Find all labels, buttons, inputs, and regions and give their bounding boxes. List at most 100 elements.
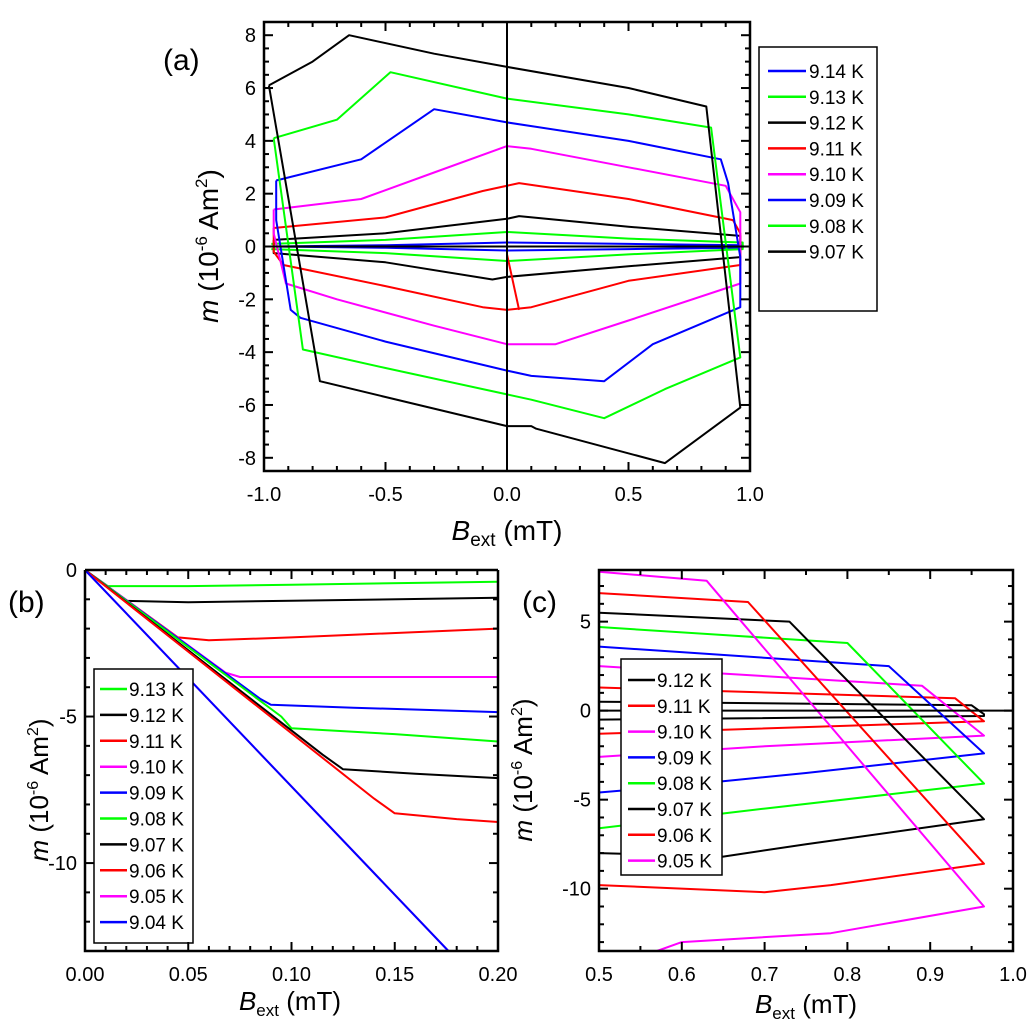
legend-item: 9.10 K (628, 723, 712, 744)
legend-label: 9.07 K (129, 835, 184, 856)
legend-label: 9.10 K (657, 723, 712, 744)
series-line-9_04-K (85, 570, 450, 951)
legend-label: 9.05 K (129, 887, 184, 908)
legend-item: 9.06 K (100, 861, 184, 882)
panel-c-label: (c) (522, 586, 557, 619)
series-line-9_08-K (272, 71, 742, 420)
legend-label: 9.13 K (809, 88, 864, 109)
series-line-virgin (506, 254, 521, 311)
x-tick-label: 0.10 (272, 964, 311, 986)
series-line-9_06-K (85, 570, 498, 823)
legend-label: 9.13 K (129, 680, 184, 701)
x-tick-label: 1.0 (736, 484, 764, 506)
legend-item: 9.08 K (768, 217, 864, 238)
legend-label: 9.12 K (129, 706, 184, 727)
panel-c-x-axis-title: Bext (mT) (755, 989, 857, 1023)
y-tick-label: -6 (238, 395, 256, 417)
panel-a-y-axis-title: m (10-6 Am2) (192, 169, 224, 323)
legend-item: 9.07 K (768, 243, 864, 264)
legend-label: 9.11 K (129, 732, 183, 753)
panel-a-ticks: -1.0 -0.5 0.0 0.5 1.0 -8 -6 -4 -2 0 2 4 6 8 (238, 21, 764, 506)
y-tick-label: -5 (573, 790, 591, 812)
legend-label: 9.09 K (809, 191, 864, 212)
legend-item: 9.13 K (100, 680, 184, 701)
y-tick-label: 5 (580, 612, 591, 634)
panel-b-y-axis-title: m (10-6 Am2) (24, 718, 54, 861)
legend-label: 9.11 K (657, 697, 711, 718)
y-tick-label: 0 (580, 701, 591, 723)
x-tick-label: 0.9 (916, 964, 944, 986)
legend-label: 9.12 K (657, 671, 712, 692)
panel-c: (c) 9.12 K 9.11 K 9.10 K 9.09 K 9.08 K 9.07 K… (508, 568, 1027, 1023)
y-tick-label: 2 (245, 184, 256, 206)
y-tick-label: 6 (245, 78, 256, 100)
panel-c-legend: 9.12 K 9.11 K 9.10 K 9.09 K 9.08 K 9.07 K 9.06… (620, 658, 723, 876)
panel-b-ticks: 0.00 0.05 0.10 0.15 0.20 0 -5 -10 (48, 560, 517, 986)
panel-a-zero-lines (264, 22, 750, 471)
legend-label: 9.11 K (809, 139, 863, 160)
legend-item: 9.09 K (100, 784, 184, 805)
legend-item: 9.06 K (628, 826, 712, 847)
y-tick-label: 4 (245, 131, 256, 153)
series-line-9_07-K (85, 570, 498, 780)
legend-label: 9.05 K (657, 852, 712, 873)
legend-label: 9.09 K (657, 748, 712, 769)
legend-item: 9.12 K (628, 671, 712, 692)
x-tick-label: -0.5 (368, 484, 402, 506)
legend-label: 9.08 K (809, 217, 864, 238)
panel-c-y-axis-title: m (10-6 Am2) (508, 698, 538, 841)
svg-text:m (10-6 Am2): m (10-6 Am2) (508, 698, 538, 841)
panel-a: (a) -1.0 -0.5 0.0 0.5 1.0 -8 -6 -4 -2 0 2 4 6 8 m (10… (163, 20, 878, 551)
panel-b-label: (b) (8, 586, 45, 619)
legend-label: 9.10 K (129, 758, 184, 779)
panel-b-x-axis-title: Bext (mT) (239, 986, 341, 1020)
x-tick-label: 0.0 (493, 484, 521, 506)
x-tick-label: 0.00 (66, 964, 105, 986)
legend-label: 9.08 K (657, 774, 712, 795)
y-tick-label: -10 (48, 853, 77, 875)
svg-text:m (10-6 Am2): m (10-6 Am2) (24, 718, 54, 861)
series-line-9_08-K (85, 570, 498, 743)
panel-b-curves (85, 570, 498, 951)
legend-item: 9.05 K (100, 887, 184, 908)
series-line-9_09-K (85, 570, 498, 714)
legend-label: 9.07 K (657, 800, 712, 821)
y-tick-label: -8 (238, 448, 256, 470)
legend-item: 9.09 K (768, 191, 864, 212)
y-tick-label: 0 (66, 560, 77, 582)
legend-item: 9.07 K (100, 835, 184, 856)
x-tick-label: 0.8 (833, 964, 861, 986)
legend-item: 9.11 K (768, 139, 863, 160)
legend-item: 9.10 K (768, 165, 864, 186)
y-tick-label: 8 (245, 25, 256, 47)
legend-label: 9.10 K (809, 165, 864, 186)
panel-a-label: (a) (163, 44, 200, 77)
legend-label: 9.08 K (129, 810, 184, 831)
x-tick-label: 0.7 (751, 964, 779, 986)
panel-b: (b) 9.13 K 9.12 K 9.11 K 9.10 K 9.09 K 9.08 K… (8, 560, 517, 1020)
y-tick-label: -5 (59, 707, 77, 729)
legend-label: 9.14 K (809, 62, 864, 83)
x-tick-label: 0.6 (668, 964, 696, 986)
panel-a-x-axis-title: Bext (mT) (452, 515, 563, 551)
legend-item: 9.10 K (100, 758, 184, 779)
legend-label: 9.06 K (657, 826, 712, 847)
legend-item: 9.05 K (628, 852, 712, 873)
legend-item: 9.08 K (628, 774, 712, 795)
legend-item: 9.07 K (628, 800, 712, 821)
y-tick-label: -4 (238, 342, 256, 364)
x-tick-label: 0.20 (479, 964, 518, 986)
y-tick-label: 0 (245, 237, 256, 259)
legend-label: 9.12 K (809, 114, 864, 135)
y-tick-label: -10 (562, 879, 591, 901)
legend-label: 9.09 K (129, 784, 184, 805)
legend-item: 9.13 K (768, 88, 864, 109)
x-tick-label: 0.5 (615, 484, 643, 506)
x-tick-label: 1.0 (999, 964, 1027, 986)
legend-item: 9.04 K (100, 913, 184, 934)
svg-text:m (10-6 Am2): m (10-6 Am2) (192, 169, 224, 323)
legend-item: 9.12 K (100, 706, 184, 727)
series-line-9_12-K (599, 700, 985, 721)
legend-box (758, 46, 878, 312)
